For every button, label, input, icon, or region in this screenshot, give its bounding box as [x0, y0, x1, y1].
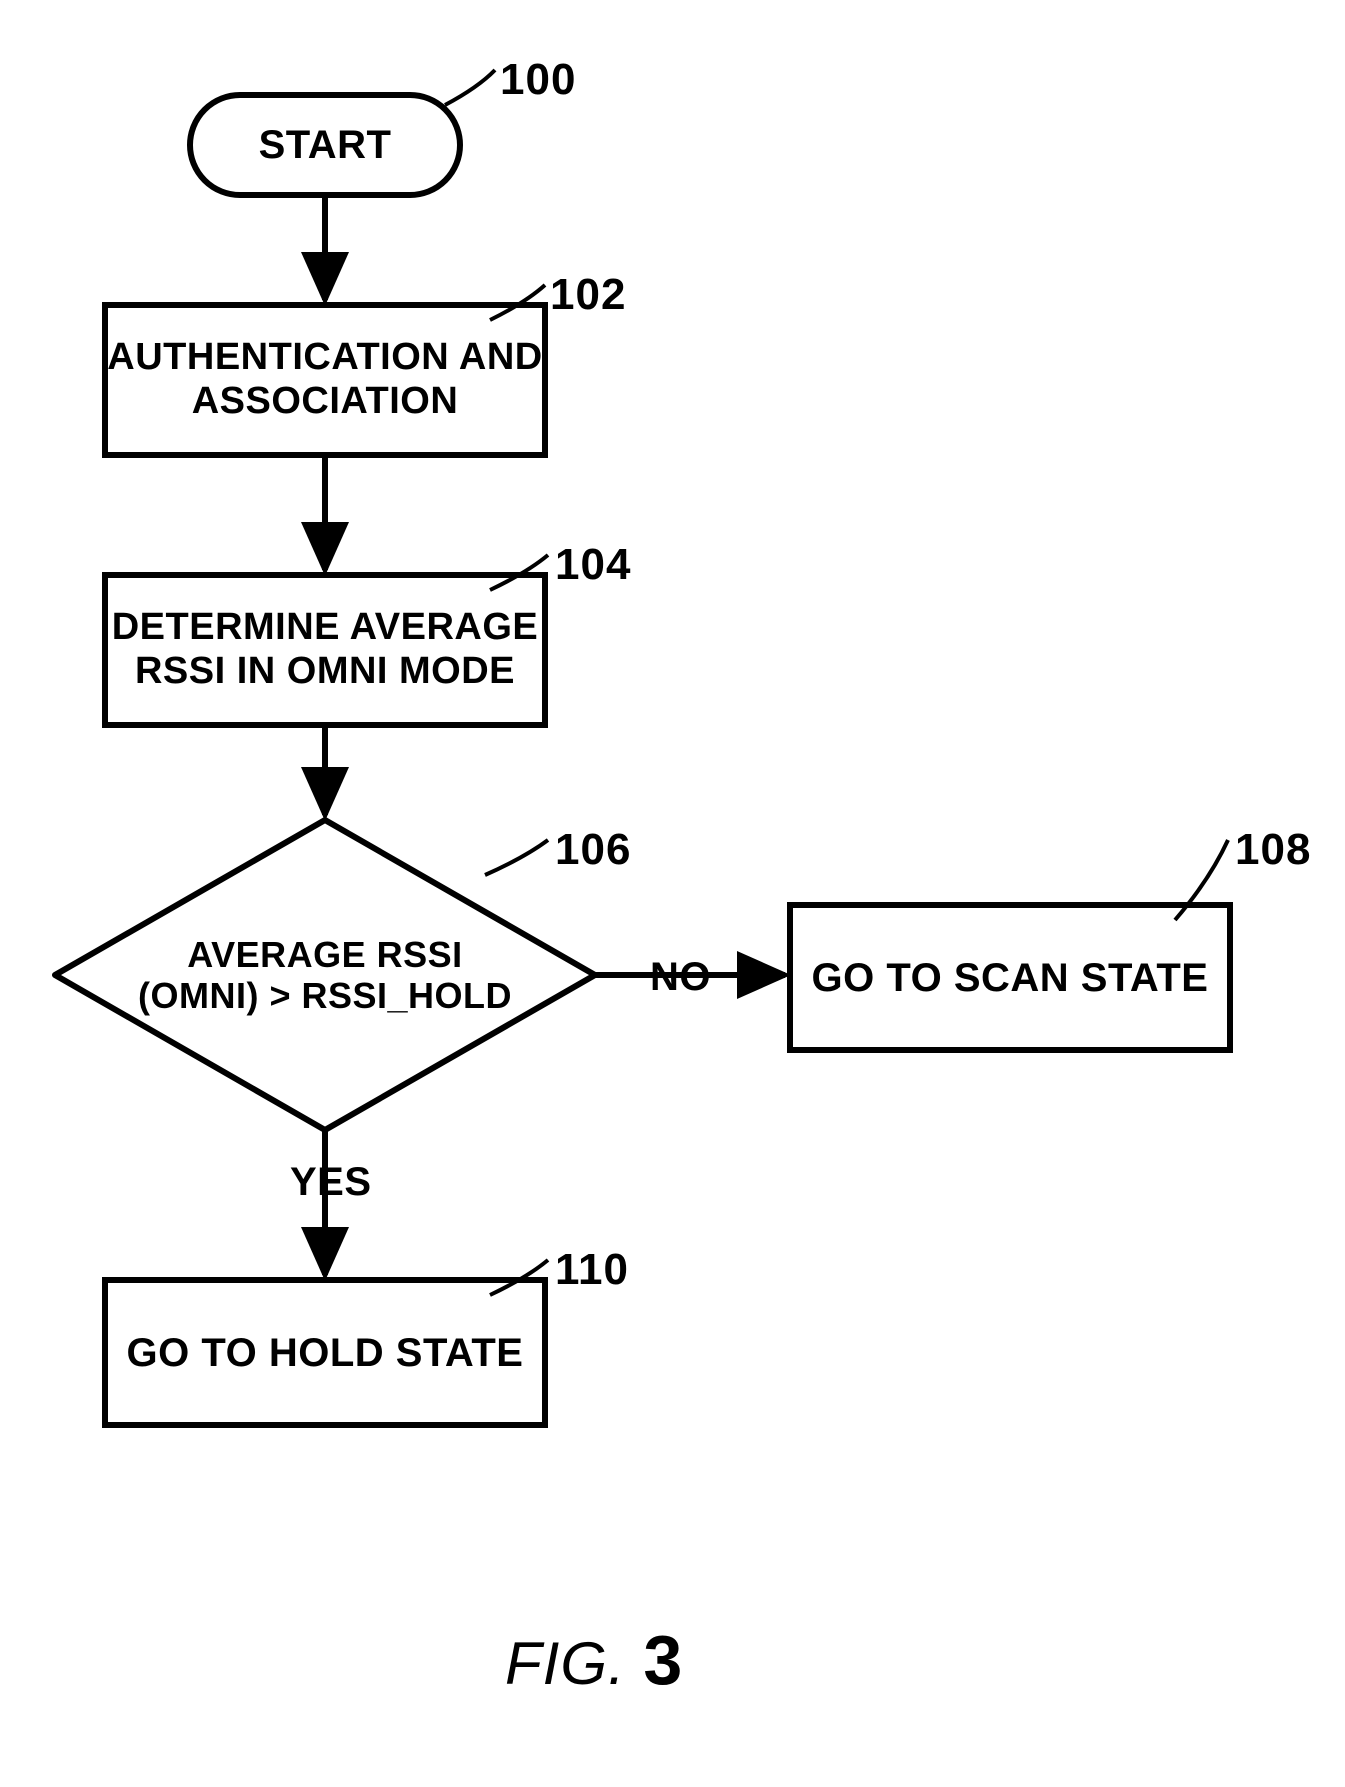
edge-label-yes: YES [290, 1160, 372, 1205]
ref-decision: 106 [555, 825, 631, 875]
flowchart-canvas [0, 0, 1345, 1787]
node-decision-label: AVERAGE RSSI (OMNI) > RSSI_HOLD [130, 920, 520, 1030]
ref-determine: 104 [555, 540, 631, 590]
ref-hold: 110 [555, 1245, 629, 1295]
node-hold-label: GO TO HOLD STATE [105, 1280, 545, 1425]
ref-scan: 108 [1235, 825, 1311, 875]
edge-label-no: NO [650, 955, 711, 1000]
node-scan-label: GO TO SCAN STATE [790, 905, 1230, 1050]
node-auth-label: AUTHENTICATION AND ASSOCIATION [105, 305, 545, 455]
figure-caption: FIG. 3 [505, 1620, 683, 1700]
node-start-label: START [190, 95, 460, 195]
ref-start: 100 [500, 55, 576, 105]
ref-auth: 102 [550, 270, 626, 320]
node-determine-label: DETERMINE AVERAGE RSSI IN OMNI MODE [105, 575, 545, 725]
